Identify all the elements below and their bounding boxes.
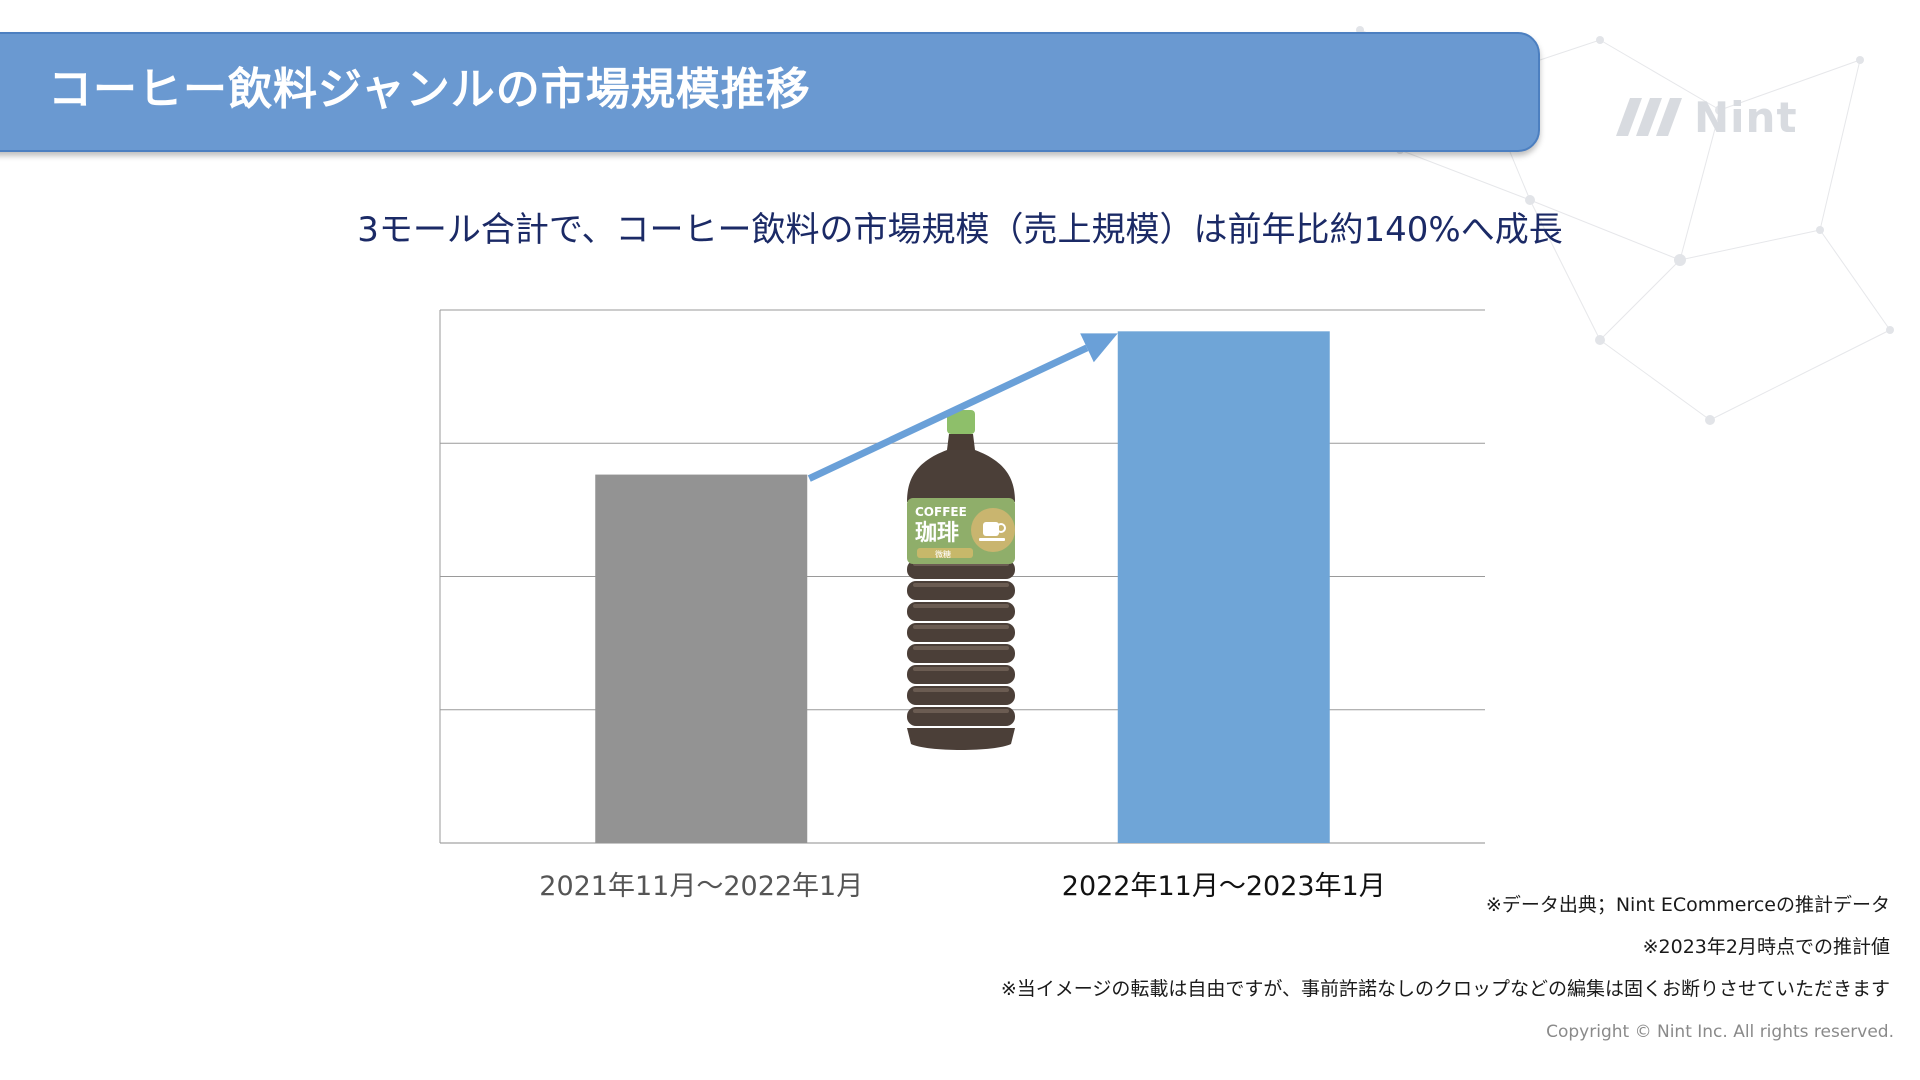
note-as-of: ※2023年2月時点での推計値 <box>1642 936 1890 958</box>
note-data-source: ※データ出典；Nint ECommerceの推計データ <box>1485 894 1890 916</box>
nint-logo-icon <box>1616 98 1682 136</box>
brand-name: Nint <box>1694 92 1798 142</box>
bottle-label-kanji: 珈琲 <box>915 521 959 546</box>
header-bar <box>0 32 1540 152</box>
category-label-2: 2022年11月〜2023年1月 <box>1062 871 1386 902</box>
bottle-label-text: COFFEE <box>915 505 967 519</box>
chart-subtitle: 3モール合計で、コーヒー飲料の市場規模（売上規模）は前年比約140%へ成長 <box>357 210 1563 250</box>
note-usage-terms: ※当イメージの転載は自由ですが、事前許諾なしのクロップなどの編集は固くお断りさせ… <box>1000 978 1890 1000</box>
bottle-label-sub: 微糖 <box>935 549 951 559</box>
network-background-decoration <box>1356 26 1894 425</box>
growth-arrow-shaft <box>807 344 1089 482</box>
category-label-1: 2021年11月〜2022年1月 <box>539 871 863 902</box>
growth-arrow-head <box>1080 333 1118 363</box>
copyright: Copyright © Nint Inc. All rights reserve… <box>1546 1022 1894 1042</box>
bar-2 <box>1117 331 1330 843</box>
bar-1 <box>595 474 808 843</box>
brand-logo: Nint <box>1616 92 1798 142</box>
page-title: コーヒー飲料ジャンルの市場規模推移 <box>48 64 811 115</box>
